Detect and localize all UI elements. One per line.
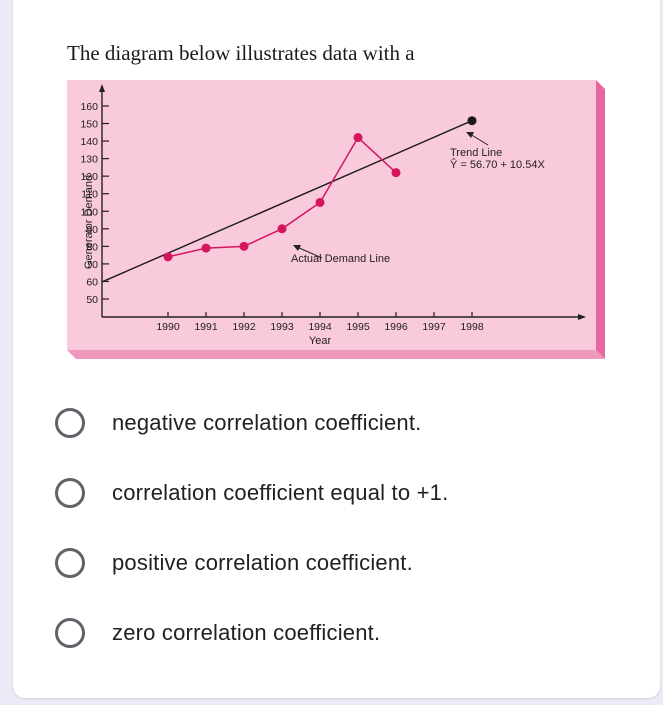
trend-equation: Ŷ = 56.70 + 10.54X (450, 158, 545, 171)
x-tick-label: 1991 (194, 321, 218, 333)
y-tick-label: 60 (86, 276, 98, 288)
y-tick-label: 140 (80, 136, 98, 148)
y-tick-label: 50 (86, 294, 98, 306)
y-tick-label: 90 (86, 224, 98, 236)
data-point (239, 241, 249, 251)
data-point (201, 243, 211, 253)
option-label: correlation coefficient equal to +1. (112, 480, 449, 505)
panel-face (67, 80, 596, 350)
y-tick-label: 120 (80, 171, 98, 183)
x-tick-label: 1995 (346, 321, 370, 333)
radio-button[interactable] (55, 618, 85, 648)
x-tick-label: 1990 (156, 321, 180, 333)
x-tick-label: 1994 (308, 321, 332, 333)
option-label: negative correlation coefficient. (112, 410, 422, 435)
panel-bottom (67, 350, 605, 359)
trend-line (101, 120, 473, 283)
y-tick-label: 160 (80, 101, 98, 113)
trend-line-annotation: Trend Line (450, 147, 502, 159)
x-tick-label: 1996 (384, 321, 408, 333)
answer-options: negative correlation coefficient. correl… (52, 388, 632, 668)
option-zero[interactable]: zero correlation coefficient. (52, 598, 632, 668)
x-axis-label: Year (309, 335, 332, 347)
option-label: positive correlation coefficient. (112, 550, 413, 575)
option-negative[interactable]: negative correlation coefficient. (52, 388, 632, 458)
x-tick-label: 1997 (422, 321, 446, 333)
data-point (315, 197, 325, 207)
y-tick-label: 70 (86, 259, 98, 271)
y-tick-label: 100 (80, 206, 98, 218)
x-tick-label: 1998 (460, 321, 484, 333)
y-axis-label: Generator Demand (83, 175, 95, 269)
data-point (391, 168, 401, 178)
x-tick-label: 1992 (232, 321, 256, 333)
y-tick-label: 80 (86, 241, 98, 253)
data-point (163, 252, 173, 262)
data-point (353, 133, 363, 143)
option-positive[interactable]: positive correlation coefficient. (52, 528, 632, 598)
data-point (277, 224, 287, 234)
option-label: zero correlation coefficient. (112, 620, 381, 645)
radio-button[interactable] (55, 478, 85, 508)
radio-button[interactable] (55, 408, 85, 438)
question-text: The diagram below illustrates data with … (67, 41, 415, 65)
x-tick-label: 1993 (270, 321, 294, 333)
y-tick-label: 110 (81, 189, 98, 201)
panel-side (596, 80, 605, 359)
y-tick-label: 150 (80, 119, 98, 131)
trend-endpoint (467, 116, 477, 126)
option-plus-one[interactable]: correlation coefficient equal to +1. (52, 458, 632, 528)
radio-button[interactable] (55, 548, 85, 578)
y-tick-label: 130 (80, 154, 98, 166)
actual-demand-annotation: Actual Demand Line (291, 253, 390, 265)
demand-chart: 50 60 70 80 90 100 110 120 130 140 150 160 1990 1991 1… (60, 72, 620, 367)
